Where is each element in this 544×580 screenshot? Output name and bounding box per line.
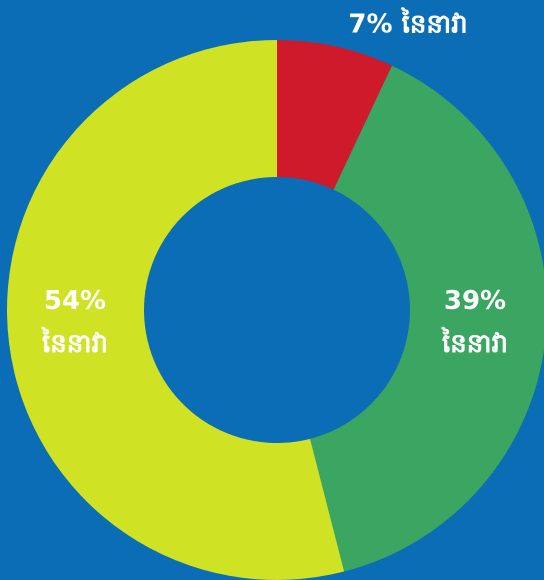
slice-label: 39% នៃនាវា xyxy=(441,286,508,359)
slice-label-line: នៃនាវា xyxy=(41,326,108,359)
slice-label: 54% នៃនាវា xyxy=(41,286,108,359)
donut-slice xyxy=(310,65,544,572)
slice-label-line: 39% xyxy=(444,286,506,316)
donut-slice xyxy=(6,40,345,580)
slice-label-line: 54% xyxy=(44,286,106,316)
donut-slice xyxy=(277,40,392,190)
slice-label: 7% នៃនាវា xyxy=(348,7,467,40)
slice-label-line: នៃនាវា xyxy=(441,326,508,359)
